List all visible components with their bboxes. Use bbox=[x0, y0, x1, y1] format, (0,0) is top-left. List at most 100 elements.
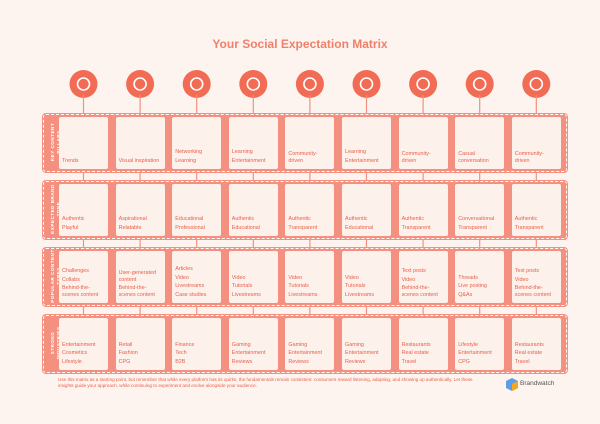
cell-item: Entertainment bbox=[345, 350, 379, 357]
cell: Gaming Entertainment Reviews bbox=[342, 318, 391, 370]
cell-item: Case studies bbox=[175, 291, 207, 298]
cell-item: Tutorials bbox=[231, 283, 253, 290]
cell: Gaming Entertainment Reviews bbox=[285, 318, 335, 370]
cell: Casual conversation bbox=[455, 117, 505, 169]
cell-item: Aspirational bbox=[118, 216, 147, 223]
cell-item: Q&As bbox=[458, 291, 473, 298]
cell-item: Challenges bbox=[62, 268, 89, 275]
platform-icon bbox=[239, 70, 268, 98]
cell-item: Community-driven bbox=[288, 151, 318, 164]
cell-item: Behind-the-scenes content bbox=[118, 285, 155, 298]
brand-logo bbox=[506, 378, 518, 391]
cell: Entertainment Cosmetics Lifestyle bbox=[59, 318, 108, 370]
cell-item: Livestreams bbox=[288, 291, 318, 298]
cell-item: Restaurants bbox=[514, 341, 544, 348]
cell-item: Behind-the-scenes content bbox=[514, 285, 552, 298]
cell-item: Gaming bbox=[345, 341, 364, 348]
cell: Aspirational Relatable bbox=[115, 184, 165, 236]
cell-item: Entertainment bbox=[231, 350, 266, 357]
cell-item: Authentic bbox=[231, 216, 255, 223]
cell-item: B2B bbox=[175, 358, 186, 365]
platform-icon bbox=[182, 70, 211, 98]
cell-item: Travel bbox=[401, 358, 417, 365]
cell: User-generated content Behind-the-scenes … bbox=[115, 251, 165, 303]
cell-item: User-generated content bbox=[118, 270, 157, 283]
cell-item: Lifestyle bbox=[62, 358, 82, 365]
cell-item: Travel bbox=[514, 358, 530, 365]
cell: Authentic Transparent bbox=[511, 184, 561, 236]
platform-icon bbox=[522, 70, 551, 98]
cell: Conversational Transparent bbox=[455, 184, 505, 236]
platform-icon bbox=[409, 70, 438, 98]
cell-item: Livestreams bbox=[175, 283, 205, 290]
cell-item: Visual inspiration bbox=[118, 157, 160, 164]
cell-item: CPG bbox=[118, 358, 131, 365]
cell-item: Transparent bbox=[288, 224, 318, 231]
cell-item: Community-driven bbox=[514, 151, 544, 164]
row-band: KEY CONTENT PILLARSTrendsVisual inspirat… bbox=[42, 113, 568, 173]
cell: Challenges Collabs Behind-the-scenes conte… bbox=[59, 251, 108, 303]
platform-icon bbox=[295, 70, 324, 98]
cell: Authentic Educational bbox=[342, 184, 391, 236]
cell-item: Authentic bbox=[345, 216, 368, 223]
cell-item: Transparent bbox=[401, 224, 431, 231]
cell-item: Live posting bbox=[458, 283, 487, 290]
cell-item: Collabs bbox=[62, 276, 80, 283]
cell-item: Learning bbox=[231, 149, 253, 156]
cell-item: Real estate bbox=[401, 350, 429, 357]
cell-item: Trends bbox=[62, 157, 79, 164]
cell-item: Behind-the-scenes content bbox=[62, 285, 99, 298]
cell-item: Educational bbox=[345, 224, 374, 231]
cell-item: Livestreams bbox=[231, 291, 261, 298]
cell-item: Lifestyle bbox=[458, 341, 478, 348]
cell: Video Tutorials Livestreams bbox=[285, 251, 335, 303]
shape bbox=[133, 77, 147, 91]
shape bbox=[303, 77, 317, 91]
cell: Visual inspiration bbox=[115, 117, 165, 169]
cell: Threads Live posting Q&As bbox=[455, 251, 505, 303]
cell-item: Articles bbox=[175, 266, 193, 273]
shape bbox=[529, 77, 544, 91]
cell: Community-driven bbox=[511, 117, 561, 169]
cell: Restaurants Real estate Travel bbox=[511, 318, 561, 370]
cell-item: Livestreams bbox=[345, 291, 375, 298]
cell-item: Video bbox=[231, 274, 246, 281]
cell-item: Video bbox=[345, 274, 359, 281]
cell: Authentic Transparent bbox=[285, 184, 335, 236]
cell: Networking Learning bbox=[172, 117, 222, 169]
cell-item: CPG bbox=[458, 358, 470, 365]
cell-item: Playful bbox=[62, 224, 79, 231]
cell-item: Entertainment bbox=[288, 350, 322, 357]
cell-item: Restaurants bbox=[401, 341, 431, 348]
cell: Authentic Transparent bbox=[398, 184, 448, 236]
cell-item: Text posts bbox=[514, 268, 540, 275]
cell-item: Reviews bbox=[231, 358, 253, 365]
cell-item: Video bbox=[401, 276, 416, 283]
platform-icon bbox=[465, 70, 494, 98]
cell-item: Community-driven bbox=[401, 151, 431, 164]
cell-item: Behind-the-scenes content bbox=[401, 285, 438, 298]
cell-item: Reviews bbox=[345, 358, 366, 365]
cell-item: Transparent bbox=[514, 224, 544, 231]
cell-item: Gaming bbox=[288, 341, 308, 348]
cell-item: Authentic bbox=[288, 216, 311, 223]
cell-item: Authentic bbox=[62, 216, 85, 223]
footer-note: Use this matrix as a starting point, but… bbox=[58, 377, 473, 389]
cell-item: Video bbox=[175, 274, 189, 281]
shape bbox=[416, 77, 430, 91]
cell-item: Casual conversation bbox=[458, 151, 489, 164]
cell-item: Networking bbox=[175, 149, 203, 156]
cell-item: Authentic bbox=[401, 216, 425, 223]
cell: Authentic Playful bbox=[59, 184, 108, 236]
cell-item: Entertainment bbox=[231, 157, 266, 164]
cell: Finance Tech B2B bbox=[172, 318, 222, 370]
cell-item: Transparent bbox=[458, 224, 488, 231]
cell-item: Real estate bbox=[514, 350, 543, 357]
row-band: EXPECTED BRAND TONEAuthenticPlayfulAspir… bbox=[42, 180, 568, 240]
cell: Lifestyle Entertainment CPG bbox=[455, 318, 505, 370]
cell: Video Tutorials Livestreams bbox=[342, 251, 391, 303]
platform-icon bbox=[352, 70, 381, 98]
cell-item: Threads bbox=[458, 274, 478, 281]
cell: Community-driven bbox=[398, 117, 448, 169]
cell: Gaming Entertainment Reviews bbox=[228, 318, 278, 370]
